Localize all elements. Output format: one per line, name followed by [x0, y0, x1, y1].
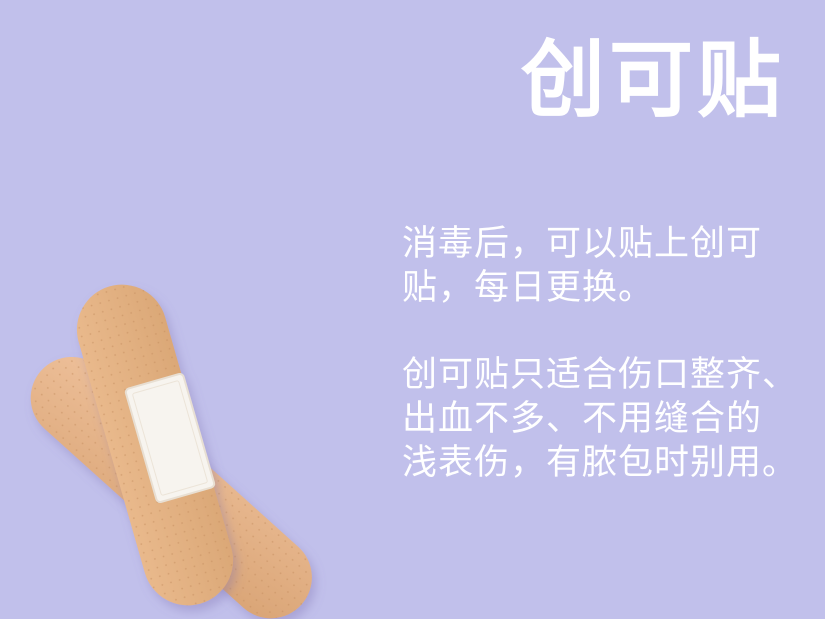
text-line: 贴，每日更换。 [402, 268, 655, 308]
page-title: 创可贴 [520, 31, 785, 129]
usage-note-paragraph: 创可贴只适合伤口整齐、 出血不多、不用缝合的 浅表伤，有脓包时别用。 [402, 353, 798, 485]
text-line: 消毒后，可以贴上创可 [402, 224, 763, 264]
text-line: 出血不多、不用缝合的 [402, 399, 763, 439]
bandage-front [76, 284, 234, 606]
instruction-paragraph: 消毒后，可以贴上创可 贴，每日更换。 [402, 222, 762, 310]
text-line: 创可贴只适合伤口整齐、 [402, 355, 799, 395]
text-line: 浅表伤，有脓包时别用。 [402, 443, 799, 483]
bandage-illustration [30, 284, 312, 619]
